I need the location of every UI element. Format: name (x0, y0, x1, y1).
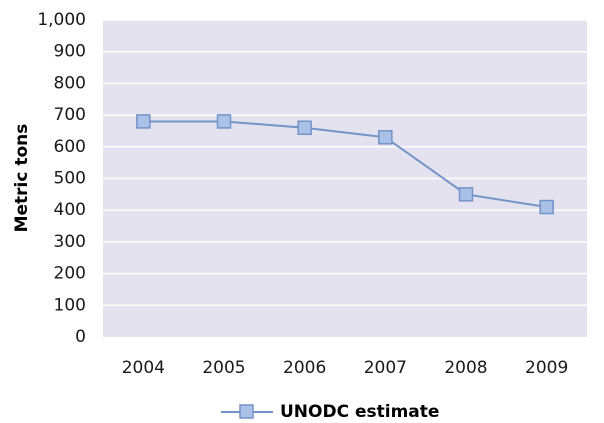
y-tick-label: 600 (54, 137, 86, 157)
y-tick-label: 200 (54, 264, 86, 284)
y-tick-label: 400 (54, 200, 86, 220)
data-point-marker (297, 120, 312, 136)
legend-marker (239, 404, 254, 419)
data-point-marker (136, 114, 151, 129)
legend-label: UNODC estimate (280, 402, 439, 422)
x-tick-label: 2008 (444, 358, 487, 378)
legend: UNODC estimate (221, 402, 439, 422)
x-tick-label: 2007 (364, 358, 407, 378)
series-group (136, 114, 554, 215)
data-point-marker (539, 199, 554, 215)
y-tick-label: 800 (54, 73, 86, 93)
y-tick-label: 300 (54, 232, 86, 252)
y-tick-label: 0 (75, 327, 86, 347)
y-axis-label: Metric tons (12, 124, 32, 233)
data-point-marker (458, 187, 474, 202)
data-point-marker (216, 114, 232, 129)
y-axis-ticks: 0 100 200 300 400 500 600 700 800 900 1,000 (37, 10, 86, 347)
x-axis-ticks: 2004 2005 2006 2007 2008 2009 (122, 358, 569, 378)
gridlines (103, 19, 587, 307)
y-tick-label: 900 (54, 42, 86, 62)
x-tick-label: 2005 (202, 358, 245, 378)
x-tick-label: 2004 (122, 358, 165, 378)
y-tick-label: 1,000 (37, 10, 86, 30)
y-tick-label: 500 (54, 169, 86, 189)
x-tick-label: 2009 (525, 358, 568, 378)
x-tick-label: 2006 (283, 358, 326, 378)
series-line (143, 120, 547, 209)
y-tick-label: 100 (54, 295, 86, 315)
data-point-marker (378, 130, 393, 145)
y-tick-label: 700 (54, 105, 86, 125)
